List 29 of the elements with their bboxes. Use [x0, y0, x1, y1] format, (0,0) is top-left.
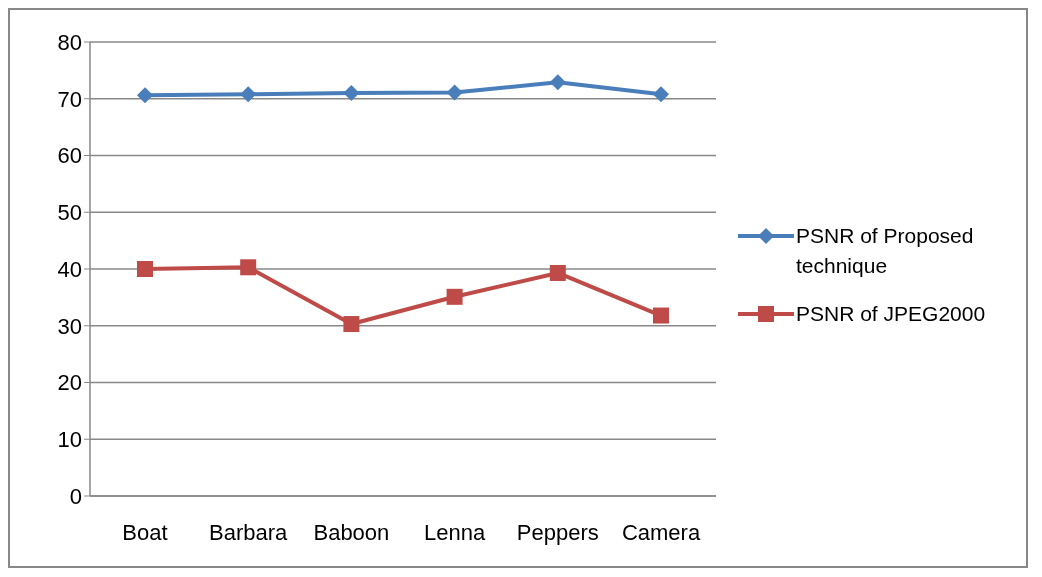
x-tick-label: Boat: [122, 519, 168, 545]
point: [137, 261, 153, 277]
point: [549, 74, 566, 91]
y-tick-label: 50: [57, 200, 82, 226]
y-tick-label: 60: [57, 143, 82, 169]
y-tick-label: 10: [57, 427, 82, 453]
y-tick-label: 70: [57, 86, 82, 112]
legend-label: PSNR of Proposed technique: [796, 223, 975, 279]
y-tick-label: 80: [57, 29, 82, 55]
y-tick-label: 0: [69, 483, 82, 509]
legend-label: PSNR of JPEG2000: [796, 301, 986, 327]
point: [446, 84, 463, 101]
point: [137, 87, 153, 104]
point: [240, 86, 257, 103]
point: [343, 85, 360, 102]
y-tick-label: 20: [57, 370, 82, 396]
x-tick-label: Camera: [621, 519, 701, 545]
y-tick-label: 30: [57, 313, 82, 339]
point: [446, 288, 463, 305]
x-tick-label: Baboon: [313, 519, 390, 545]
y-tick-label: 40: [57, 256, 82, 282]
point: [240, 259, 257, 276]
x-tick-label: Peppers: [516, 519, 599, 545]
point: [653, 307, 669, 324]
point: [549, 264, 566, 281]
x-tick-label: Barbara: [209, 519, 289, 545]
x-tick-label: Lenna: [424, 519, 486, 545]
point: [343, 316, 360, 333]
point: [653, 86, 669, 103]
